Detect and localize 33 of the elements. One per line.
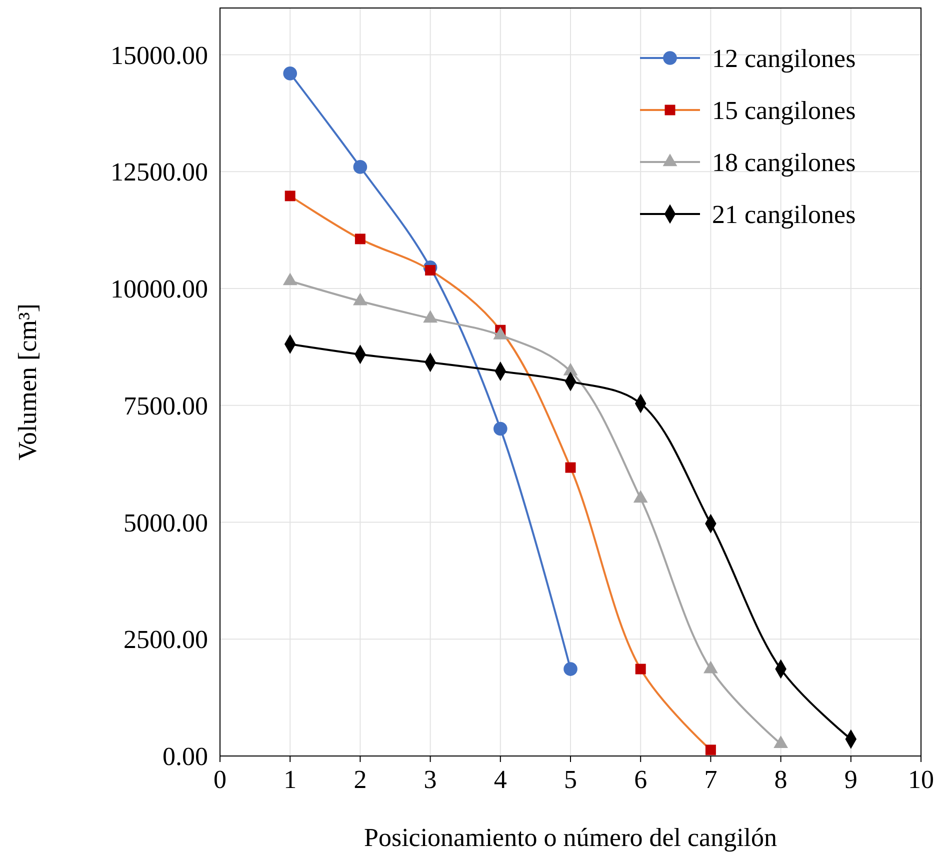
x-axis-title: Posicionamiento o número del cangilón — [364, 823, 778, 852]
legend-label: 12 cangilones — [712, 44, 856, 73]
legend-label: 21 cangilones — [712, 200, 856, 229]
point — [353, 160, 368, 174]
y-tick-label: 2500.00 — [124, 625, 208, 654]
x-tick-label: 5 — [564, 765, 577, 794]
y-tick-label: 15000.00 — [110, 40, 208, 70]
point — [565, 462, 576, 473]
x-tick-label: 2 — [354, 765, 367, 794]
x-tick-label: 3 — [424, 765, 437, 794]
point — [493, 422, 508, 436]
x-tick-label: 4 — [494, 765, 507, 794]
point — [283, 66, 298, 80]
x-tick-label: 7 — [704, 765, 718, 794]
x-tick-label: 9 — [844, 765, 858, 794]
point — [635, 664, 646, 674]
y-tick-label: 5000.00 — [124, 508, 208, 538]
legend-label: 15 cangilones — [712, 96, 856, 125]
x-tick-label: 8 — [774, 765, 788, 794]
point — [354, 234, 366, 244]
point — [564, 662, 578, 676]
legend-label: 18 cangilones — [712, 148, 856, 177]
y-axis-title: Volumen [cm³] — [13, 304, 42, 460]
point — [284, 190, 296, 202]
x-tick-label: 6 — [634, 765, 648, 794]
x-tick-label: 10 — [908, 765, 934, 794]
y-tick-label: 7500.00 — [124, 391, 208, 420]
y-tick-label: 12500.00 — [110, 158, 208, 187]
x-tick-label: 1 — [284, 765, 297, 794]
y-tick-label: 10000.00 — [110, 274, 208, 304]
y-tick-label: 0.00 — [162, 742, 208, 771]
x-tick-label: 0 — [214, 765, 226, 794]
point — [705, 744, 716, 756]
